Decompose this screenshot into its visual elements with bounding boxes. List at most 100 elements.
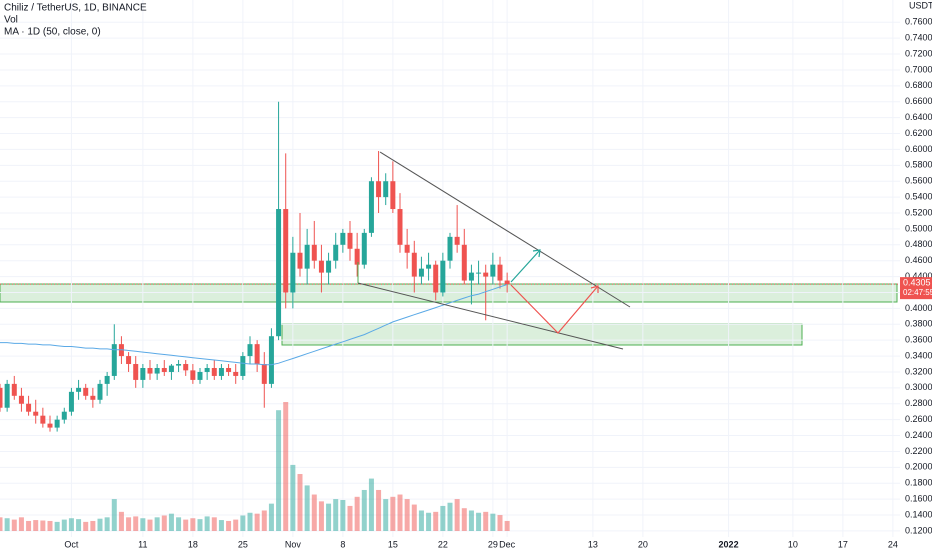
volume-bar [111,499,117,531]
volume-bar [233,519,239,531]
volume-bar [83,521,89,531]
candle-body [254,344,260,365]
candles [0,101,510,432]
candle-body [97,383,103,400]
candle-body [33,411,39,416]
chart-title: Chiliz / TetherUS, 1D, BINANCE [4,3,147,14]
candle-body [168,365,174,372]
trend-line [357,282,624,350]
volume-bar [261,510,267,531]
volume-bar [4,518,10,531]
y-tick-label: 0.2800 [905,398,932,408]
candle-body [140,367,146,380]
volume-bar [368,478,374,531]
y-tick-label: 0.1400 [905,509,932,519]
volume-label: Vol [4,15,18,26]
volume-bar [0,517,3,531]
candle-body [218,367,224,376]
support-zone [281,323,803,346]
y-tick-label: 0.5200 [905,207,932,217]
y-tick-label: 0.2400 [905,430,932,440]
y-tick-label: 0.1600 [905,494,932,504]
candle-body [333,244,339,261]
volume-bar [311,494,317,531]
x-tick-label: Dec [499,539,516,549]
volume-bar [90,520,96,531]
candle-body [68,391,74,412]
volume-bar [147,519,153,531]
x-tick-label: 10 [788,539,798,549]
candle-body [311,244,317,261]
volume-bar [226,520,232,531]
x-tick-label: 25 [238,539,248,549]
candle-body [211,367,217,376]
volume-bar [211,517,217,531]
volume-bar [404,499,410,531]
volume-bar [283,402,289,531]
last-price-label: 0.4305 [903,278,931,288]
volume-bar [268,503,274,531]
candle-body [76,387,82,392]
volume-bar [333,499,339,531]
volume-bar [26,520,32,531]
candle-body [11,383,17,396]
volume-bar [304,485,310,531]
plot-area [0,0,900,537]
volume-bar [426,512,432,531]
ma-label: MA · 1D (50, close, 0) [4,27,101,38]
volume-bar [161,515,167,531]
volume-bar [18,517,24,531]
volume-bar [47,520,53,531]
candle-body [240,356,246,376]
volume-bar [483,511,489,531]
volume-bar [454,499,460,531]
volume-bar [126,517,132,531]
volume-bar [490,513,496,531]
x-tick-label: 2022 [719,539,739,549]
bull-arrow [510,249,541,283]
x-tick-label: 24 [888,539,898,549]
x-tick-label: Oct [64,539,79,549]
countdown: 02:47:55 [903,288,932,297]
trend-line [379,151,631,308]
y-tick-label: 0.7000 [905,64,932,74]
currency: USDT [909,0,932,10]
volume-bar [118,511,124,531]
volume-bar [476,512,482,531]
volume-bar [440,505,446,531]
candle-body [468,272,474,281]
candle-body [18,395,24,404]
arrow-head [590,285,599,293]
volume-bar [183,519,189,531]
volume-bar [154,517,160,531]
candle-body [26,403,32,412]
candle-body [183,364,189,371]
volume-bar [383,499,389,531]
volume-bar [54,521,60,531]
candle-body [326,260,332,273]
candle-body [361,232,367,265]
candle-body [204,367,210,372]
y-tick-label: 0.7600 [905,17,932,27]
volume-bar [276,410,282,531]
candle-body [368,181,374,233]
x-tick-label: Nov [285,539,302,549]
candle-body [104,375,110,384]
y-tick-label: 0.5600 [905,176,932,186]
x-tick-label: 13 [588,539,598,549]
volume-bar [104,517,110,531]
last-price-box [900,277,932,300]
candle-body [154,367,160,374]
candle-body [354,248,360,265]
y-tick-label: 0.1800 [905,478,932,488]
y-tick-label: 0.2600 [905,414,932,424]
volume-bar [61,519,67,531]
candle-body [161,367,167,372]
candle-body [390,181,396,210]
candle-body [111,344,117,376]
candle-body [454,236,460,245]
candle-body [411,252,417,277]
volume-bar [290,464,296,531]
volume-bar [433,511,439,531]
